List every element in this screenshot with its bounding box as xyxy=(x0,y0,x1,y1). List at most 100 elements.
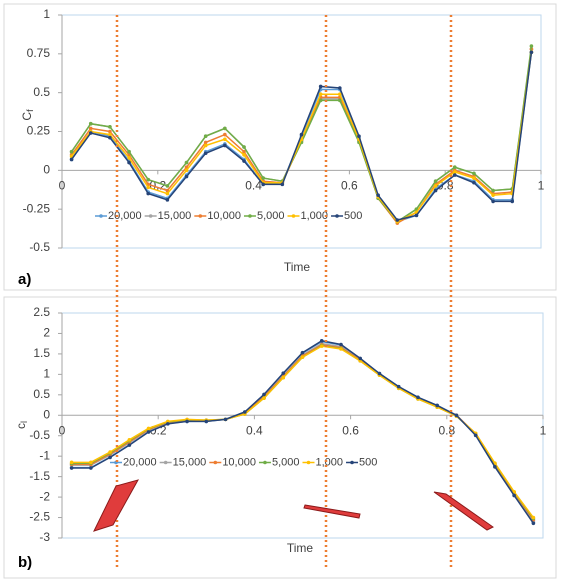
data-point xyxy=(433,184,438,188)
data-point xyxy=(300,355,305,359)
legend-marker xyxy=(263,460,267,465)
data-point xyxy=(108,125,112,129)
data-point xyxy=(223,417,228,422)
data-point xyxy=(108,132,112,137)
data-point xyxy=(491,188,495,193)
data-point xyxy=(242,153,246,157)
data-point xyxy=(529,44,534,48)
panel-frame xyxy=(3,3,557,291)
data-point xyxy=(300,350,305,355)
legend-marker xyxy=(335,214,339,218)
airfoil-icon xyxy=(93,479,140,532)
y-axis-title: Cf xyxy=(20,109,35,121)
legend-label: 1,000 xyxy=(301,210,329,222)
data-point xyxy=(491,199,495,204)
data-point xyxy=(473,433,478,438)
data-point xyxy=(339,347,343,351)
airfoil-icons xyxy=(93,479,494,532)
data-point xyxy=(127,443,132,447)
data-point xyxy=(127,160,131,165)
data-point xyxy=(242,145,246,149)
data-point xyxy=(204,419,209,424)
data-point xyxy=(318,98,323,103)
series-line xyxy=(71,340,534,523)
data-point xyxy=(223,132,227,137)
y-tick-label: -1.5 xyxy=(29,469,50,483)
x-tick-label: 1 xyxy=(538,179,545,193)
data-point xyxy=(146,177,151,182)
legend-label: 5,000 xyxy=(257,210,285,222)
data-point xyxy=(338,92,342,97)
legend-marker xyxy=(350,460,354,465)
data-point xyxy=(127,156,131,160)
data-point xyxy=(165,191,170,196)
data-point xyxy=(88,131,93,135)
data-point xyxy=(146,430,151,434)
data-point xyxy=(280,182,285,187)
x-tick-label: 1 xyxy=(540,423,547,437)
legend-marker xyxy=(248,214,252,218)
y-tick-label: 0.25 xyxy=(27,124,51,138)
panel-frame xyxy=(3,296,557,579)
data-point xyxy=(165,184,170,188)
legend-marker xyxy=(291,214,296,218)
data-point xyxy=(452,173,457,177)
data-point xyxy=(299,132,304,137)
data-point xyxy=(435,403,439,408)
data-point xyxy=(433,188,438,193)
data-point xyxy=(223,137,227,142)
legend-marker xyxy=(213,460,218,465)
data-point xyxy=(127,149,131,154)
data-point xyxy=(454,413,459,418)
data-point xyxy=(127,438,132,442)
series-line xyxy=(71,345,534,518)
data-point xyxy=(88,121,93,126)
data-point xyxy=(396,384,401,389)
y-tick-label: 0.5 xyxy=(33,85,50,99)
data-point xyxy=(472,171,476,176)
data-point xyxy=(146,426,151,431)
data-point xyxy=(146,191,151,196)
legend-label: 5,000 xyxy=(272,456,300,468)
y-tick-label: 1 xyxy=(43,7,50,21)
time-markers xyxy=(115,15,453,567)
data-point xyxy=(318,92,323,97)
data-point xyxy=(281,371,286,375)
data-point xyxy=(529,50,534,55)
data-point xyxy=(395,218,400,222)
data-point xyxy=(416,395,420,400)
data-point xyxy=(472,176,476,180)
data-point xyxy=(414,213,419,218)
y-tick-label: 0.5 xyxy=(33,387,50,401)
legend-label: 20,000 xyxy=(108,210,142,222)
data-point xyxy=(242,149,246,154)
y-tick-label: 2.5 xyxy=(33,305,50,319)
x-axis-title: Time xyxy=(287,541,314,555)
x-tick-label: 0 xyxy=(59,423,66,437)
data-point xyxy=(531,521,536,526)
data-point xyxy=(493,465,497,469)
airfoil-icon xyxy=(303,504,361,519)
data-point xyxy=(69,460,74,465)
y-tick-label: -0.5 xyxy=(29,428,50,442)
legend-label: 15,000 xyxy=(158,210,192,222)
data-point xyxy=(203,143,208,148)
legend-label: 10,000 xyxy=(207,210,241,222)
data-point xyxy=(512,489,516,494)
data-point xyxy=(146,185,151,190)
data-point xyxy=(88,126,93,131)
y-axis-title-main: C xyxy=(20,112,34,121)
data-point xyxy=(166,422,170,426)
data-point xyxy=(452,165,457,170)
data-point xyxy=(377,371,382,376)
y-axis-title: cl xyxy=(14,421,29,429)
legend-label: 500 xyxy=(344,210,362,222)
data-point xyxy=(281,375,286,380)
data-point xyxy=(261,182,265,187)
y-axis-title-subscript: f xyxy=(25,109,35,112)
plot-frame xyxy=(61,312,544,539)
data-point xyxy=(358,356,363,361)
data-point xyxy=(108,135,112,140)
data-point xyxy=(261,176,265,180)
data-point xyxy=(203,140,208,145)
